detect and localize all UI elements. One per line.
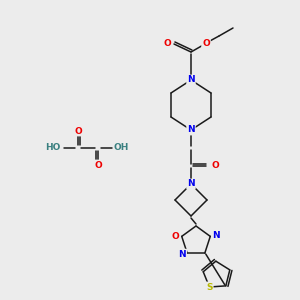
Text: N: N [178,250,186,259]
Text: O: O [212,161,220,170]
Text: O: O [163,40,171,49]
Text: O: O [202,38,210,47]
Text: N: N [187,76,195,85]
Text: O: O [172,232,180,241]
Text: O: O [94,160,102,169]
Text: N: N [187,125,195,134]
Text: O: O [74,127,82,136]
Text: S: S [206,283,213,292]
Text: N: N [212,231,220,240]
Text: OH: OH [114,143,129,152]
Text: N: N [187,179,195,188]
Text: HO: HO [46,143,61,152]
